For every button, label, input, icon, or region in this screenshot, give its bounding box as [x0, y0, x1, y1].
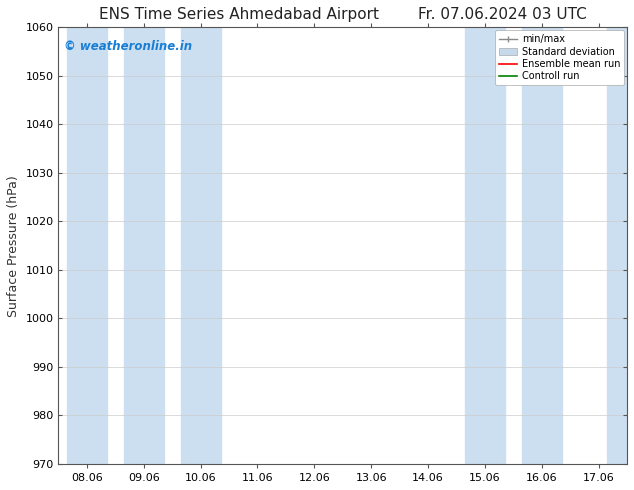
Legend: min/max, Standard deviation, Ensemble mean run, Controll run: min/max, Standard deviation, Ensemble me…: [496, 30, 624, 85]
Text: © weatheronline.in: © weatheronline.in: [64, 40, 192, 53]
Y-axis label: Surface Pressure (hPa): Surface Pressure (hPa): [7, 175, 20, 317]
Title: ENS Time Series Ahmedabad Airport        Fr. 07.06.2024 03 UTC: ENS Time Series Ahmedabad Airport Fr. 07…: [99, 7, 586, 22]
Bar: [465, 27, 505, 464]
Bar: [181, 27, 221, 464]
Bar: [67, 27, 107, 464]
Bar: [607, 27, 627, 464]
Bar: [522, 27, 562, 464]
Bar: [124, 27, 164, 464]
